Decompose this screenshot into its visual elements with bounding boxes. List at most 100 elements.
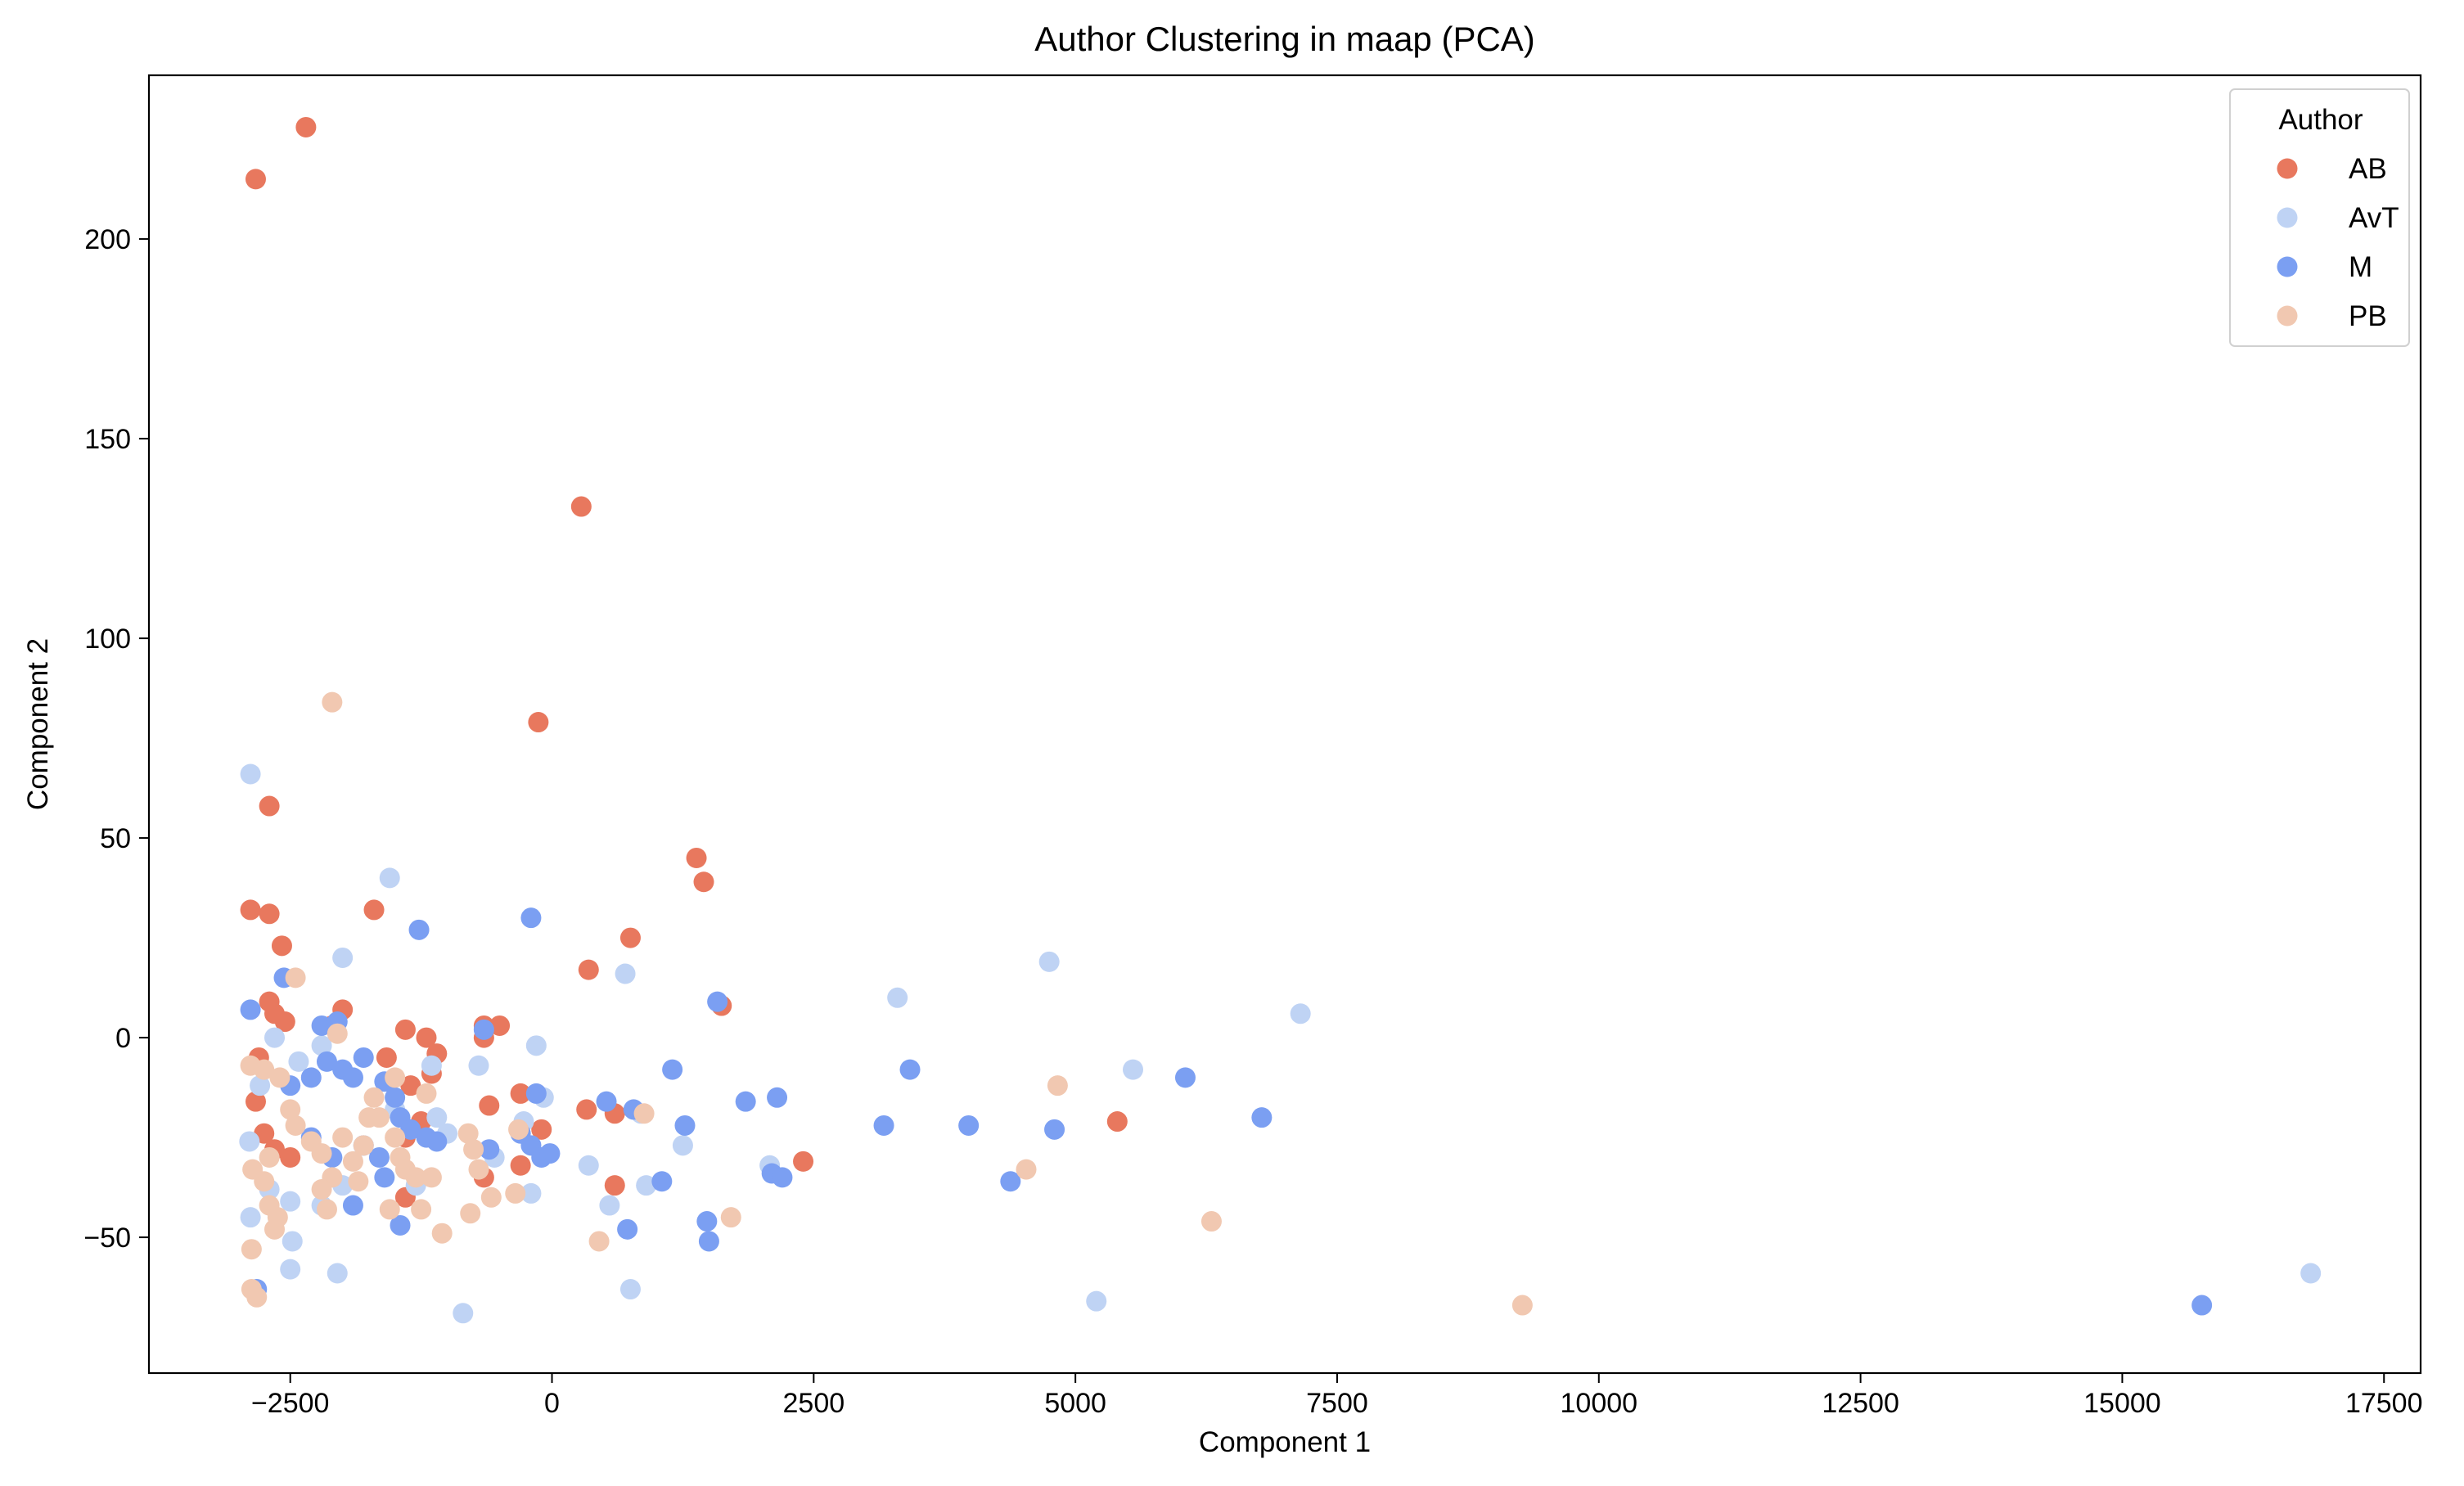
data-point [269,1067,291,1088]
x-tick-label: 7500 [1306,1388,1368,1419]
data-point [327,1263,348,1284]
y-tick-label: 100 [84,624,131,655]
y-tick-label: −50 [83,1223,131,1254]
data-point [1174,1067,1196,1088]
points-layer [239,116,2322,1324]
data-point [636,1175,657,1196]
data-point [376,1047,397,1068]
data-point [1000,1171,1021,1192]
data-point [662,1059,683,1080]
x-tick-label: −2500 [251,1388,330,1419]
data-point [385,1127,406,1148]
data-point [720,1207,741,1228]
data-point [353,1135,374,1156]
data-point [531,1119,552,1140]
legend-label-m: M [2349,251,2372,283]
data-point [245,169,266,190]
data-point [271,935,292,957]
data-point [342,1151,363,1172]
data-point [1038,951,1060,972]
data-point [520,907,542,929]
data-point [385,1067,406,1088]
data-point [342,1195,363,1216]
data-point [311,1143,332,1164]
data-point [619,927,641,948]
data-point [295,116,317,137]
x-axis-label: Component 1 [1199,1426,1371,1458]
data-point [619,1279,641,1300]
data-point [242,1159,264,1180]
data-point [615,963,636,984]
data-point [394,1019,416,1040]
data-point [473,1019,494,1040]
data-point [599,1195,620,1216]
data-point [596,1091,617,1112]
data-point [1123,1059,1144,1080]
data-point [651,1171,673,1192]
data-point [887,987,908,1008]
data-point [539,1143,561,1164]
plot-area-frame [147,74,2422,1375]
data-point [899,1059,921,1080]
data-point [259,903,280,925]
data-point [578,959,599,980]
data-point [288,1051,309,1072]
data-point [363,1087,385,1108]
data-point [604,1175,625,1196]
data-point [348,1171,369,1192]
data-point [332,947,354,968]
data-point [246,1286,268,1308]
data-point [570,496,592,517]
data-point [240,1207,261,1228]
legend-label-avt: AvT [2349,202,2399,234]
x-tick-label: 12500 [1822,1388,1899,1419]
data-point [2300,1263,2322,1284]
data-point [696,1211,718,1232]
data-point [674,1114,696,1136]
data-point [588,1231,610,1252]
legend-marker-avt [2277,207,2298,228]
data-point [282,1231,303,1252]
data-point [250,1075,271,1096]
legend-marker-pb [2277,305,2298,326]
data-point [672,1135,693,1156]
data-point [264,1027,286,1048]
data-point [245,1091,266,1112]
data-point [468,1055,489,1076]
data-point [311,1015,332,1036]
chart-title: Author Clustering in maap (PCA) [1034,20,1535,58]
data-point [1044,1119,1065,1140]
data-point [259,1146,280,1168]
data-point [453,1303,474,1324]
data-point [240,899,261,921]
y-axis-label: Component 2 [22,638,54,810]
x-tick-label: 10000 [1561,1388,1638,1419]
data-point [363,899,385,921]
data-point [285,1114,306,1136]
data-point [479,1095,500,1116]
y-tick-label: 0 [115,1023,131,1054]
data-point [274,1011,295,1033]
data-point [426,1131,448,1152]
data-point [576,1099,597,1120]
x-tick-label: 0 [544,1388,560,1419]
legend-marker-m [2277,256,2298,277]
data-point [358,1107,380,1128]
legend-items: AB AvT M PB [2277,153,2399,332]
data-point [463,1139,484,1160]
data-point [793,1151,814,1172]
data-point [1086,1290,1107,1312]
data-point [327,1023,348,1044]
data-point [767,1087,788,1108]
data-point [400,1075,421,1096]
data-point [698,1231,719,1252]
data-point [578,1155,599,1176]
data-point [873,1114,894,1136]
data-point [267,1207,288,1228]
data-point [2191,1295,2213,1316]
data-point [958,1114,980,1136]
data-point [1200,1211,1222,1232]
data-point [421,1055,442,1076]
